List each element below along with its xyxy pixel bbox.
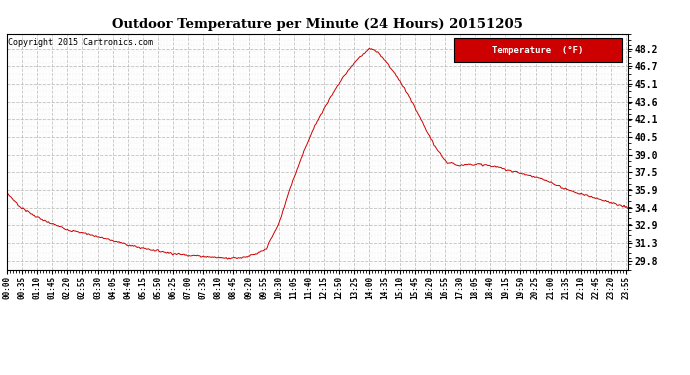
Text: Temperature  (°F): Temperature (°F) (492, 46, 584, 55)
Title: Outdoor Temperature per Minute (24 Hours) 20151205: Outdoor Temperature per Minute (24 Hours… (112, 18, 523, 31)
Text: Copyright 2015 Cartronics.com: Copyright 2015 Cartronics.com (8, 39, 152, 48)
FancyBboxPatch shape (454, 39, 622, 62)
